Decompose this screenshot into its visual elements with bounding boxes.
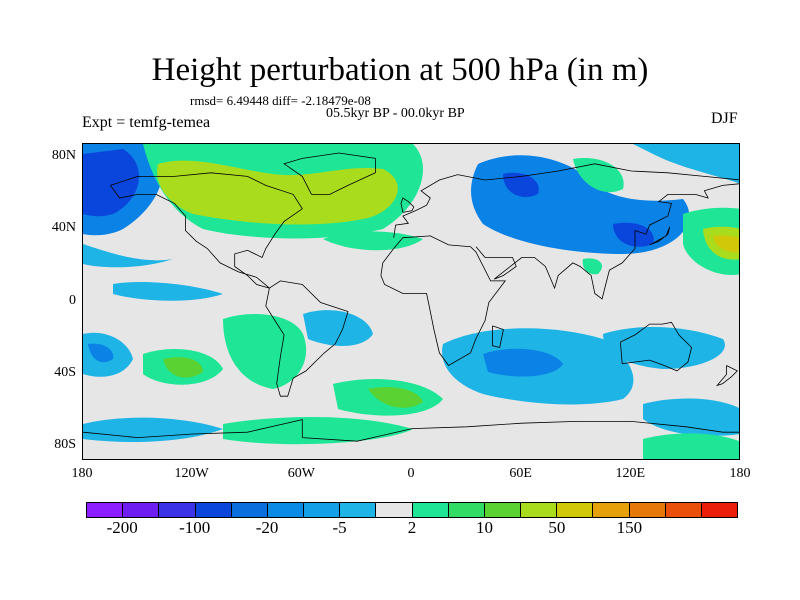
lon-label: 120W [174,466,209,481]
contour-region [573,158,624,193]
contour-region [88,343,114,363]
chart-title: Height perturbation at 500 hPa (in m) [151,52,649,88]
contour-region [223,417,413,445]
colorbar-label: -100 [179,518,211,537]
lat-label: 0 [69,292,76,308]
coastline [491,325,504,348]
contour-region [223,314,307,389]
season-label: DJF [711,110,738,127]
contour-region [503,172,539,198]
coastline [620,321,693,372]
rmsd-diff-stats: rmsd= 6.49448 diff= -2.18479e-08 [190,93,371,108]
contour-region [643,433,739,459]
coastline [265,280,349,397]
coastline [400,197,415,213]
contour-fills [83,144,739,459]
colorbar-segment [593,503,630,517]
experiment-label: Expt = temfg-temea [82,114,211,131]
colorbar-segment [159,503,196,517]
colorbar-segment [521,503,558,517]
contour-region [633,144,739,184]
contour-region [83,149,140,217]
colorbar-segment [629,503,666,517]
lat-label: 40S [54,364,76,380]
contour-region [157,160,398,225]
coastline [283,152,376,195]
lat-label: 40N [51,220,76,236]
lat-label: 80N [51,148,76,164]
colorbar-segment [231,503,268,517]
lon-label: 60W [287,466,315,481]
colorbar-segment [412,503,449,517]
contour-region [323,231,423,251]
coastline [475,183,739,300]
lon-label: 60E [509,466,532,481]
colorbar-segment [123,503,160,517]
colorbar-label: -20 [255,518,279,537]
contour-region [643,398,739,436]
colorbar-segment [448,503,485,517]
coastline [393,163,739,238]
colorbar-segment [304,503,341,517]
coastline [83,419,739,442]
lon-label: 180 [71,466,93,481]
colorbar-segment [557,503,594,517]
coastlines [83,152,739,442]
contour-region [483,348,563,377]
colorbar-segment [86,503,124,517]
colorbar-segment [665,503,702,517]
coastline [380,235,507,367]
colorbar-label: -200 [106,518,138,537]
colorbar-label: -5 [332,518,347,537]
contour-region [603,327,725,369]
world-map-contour [83,144,739,459]
colorbar-label: 150 [616,518,643,537]
colorbar-segment [340,503,377,517]
colorbar-segment [267,503,305,517]
colorbar-segment [484,503,522,517]
lon-label: 0 [407,466,415,481]
colorbar-label: 50 [548,518,566,537]
contour-region [613,222,654,247]
lon-label: 180 [729,466,751,481]
map-frame [82,143,740,460]
coastline [110,172,303,289]
lon-label: 120E [615,466,646,481]
colorbar-segment [195,503,232,517]
contour-region [163,357,203,378]
colorbar-segment [701,503,739,517]
coastline [649,226,671,246]
period-subtitle: 05.5kyr BP - 00.0kyr BP [326,106,465,121]
contour-region [303,310,373,346]
coastline [715,365,738,387]
contour-region [113,282,223,301]
colorbar-label: 2 [407,518,417,537]
colorbar-segment [376,503,413,517]
colorbar [86,502,739,518]
contour-region [713,235,739,253]
contour-region [582,258,603,275]
contour-region [368,387,423,408]
lat-label: 80S [54,436,76,452]
colorbar-label: 10 [475,518,493,537]
contour-region [83,244,173,268]
